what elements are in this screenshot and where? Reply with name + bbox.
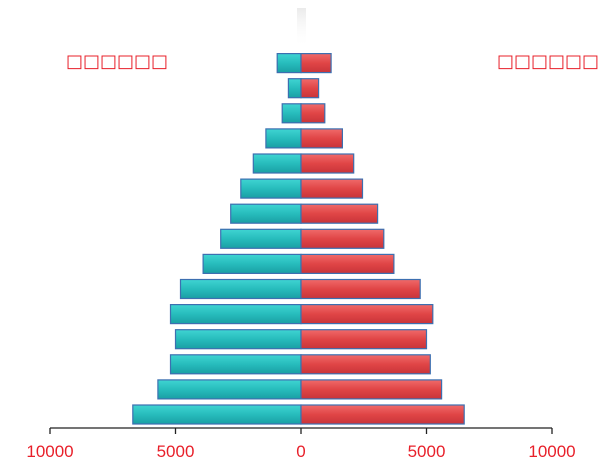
bars-group xyxy=(132,52,465,425)
legend-label-right: □□□□□□ xyxy=(497,51,598,72)
bar-right-10 xyxy=(300,153,355,174)
bar-left-4 xyxy=(169,304,302,325)
bar-right-3 xyxy=(300,329,428,350)
bar-right-14 xyxy=(300,52,332,74)
bar-right-13 xyxy=(300,78,320,99)
bar-left-6 xyxy=(202,253,302,274)
x-tick-label-0: 10000 xyxy=(26,442,73,461)
x-tick-label-4: 10000 xyxy=(528,442,575,461)
bar-left-12 xyxy=(281,103,302,124)
x-tick-label-3: 5000 xyxy=(408,442,446,461)
bar-right-9 xyxy=(300,178,364,199)
bar-left-0 xyxy=(132,404,302,425)
bar-right-11 xyxy=(300,128,344,149)
bar-left-10 xyxy=(252,153,302,174)
bar-left-5 xyxy=(179,278,302,300)
bar-right-7 xyxy=(300,228,385,249)
x-tick-label-1: 5000 xyxy=(157,442,195,461)
bar-left-7 xyxy=(220,228,302,249)
bar-left-14 xyxy=(276,52,302,74)
bar-left-8 xyxy=(230,203,302,224)
bar-right-12 xyxy=(300,103,326,124)
center-fade-bar xyxy=(297,8,306,48)
bar-left-11 xyxy=(265,128,302,149)
legend: □□□□□□ □□□□□□ xyxy=(66,51,598,72)
x-axis: 10000 5000 0 5000 10000 xyxy=(26,427,576,461)
bar-left-9 xyxy=(240,178,302,199)
bar-left-13 xyxy=(287,78,302,99)
bar-left-1 xyxy=(157,379,302,400)
bar-right-6 xyxy=(300,253,395,274)
x-tick-label-2: 0 xyxy=(296,442,305,461)
bar-left-2 xyxy=(169,354,302,375)
bar-right-5 xyxy=(300,278,421,300)
legend-label-left: □□□□□□ xyxy=(66,51,168,72)
bar-right-0 xyxy=(300,404,465,425)
bar-right-4 xyxy=(300,304,434,325)
bar-right-8 xyxy=(300,203,379,224)
bar-right-2 xyxy=(300,354,431,375)
bar-left-3 xyxy=(174,329,302,350)
bar-right-1 xyxy=(300,379,443,400)
